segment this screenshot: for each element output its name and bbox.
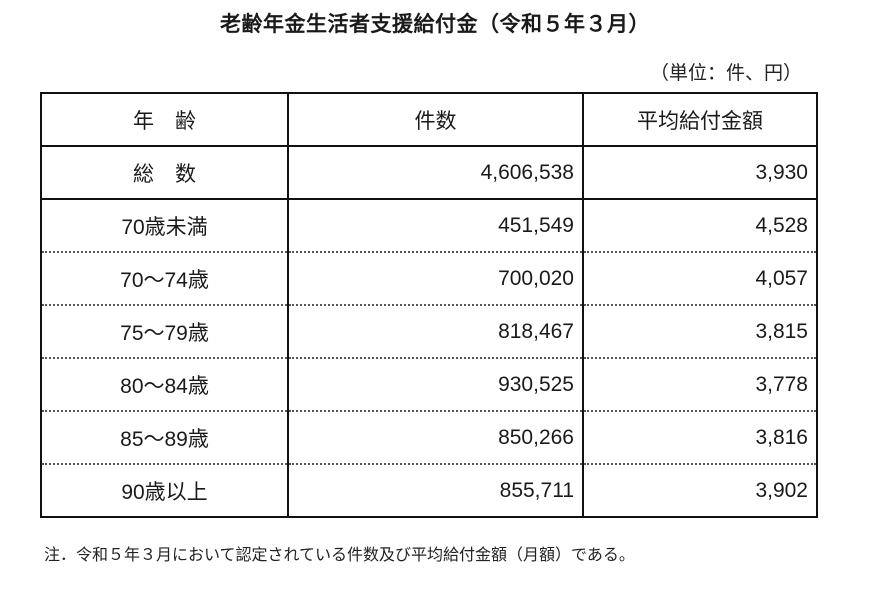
header-age: 年 齢 [40, 93, 289, 147]
row-amount: 3,815 [582, 305, 818, 359]
row-age: 80～84歳 [40, 358, 289, 412]
row-age: 90歳以上 [40, 464, 289, 517]
row-count: 850,266 [287, 411, 584, 465]
row-amount: 4,528 [582, 199, 818, 253]
table-header-row: 年 齢 件数 平均給付金額 [40, 93, 818, 147]
table-row: 90歳以上 855,711 3,902 [40, 464, 818, 517]
table-row-total: 総 数 4,606,538 3,930 [40, 146, 818, 200]
header-count: 件数 [287, 93, 584, 147]
header-average-amount: 平均給付金額 [582, 93, 818, 147]
table-row: 70歳未満 451,549 4,528 [40, 199, 818, 253]
row-amount: 4,057 [582, 252, 818, 306]
row-count: 930,525 [287, 358, 584, 412]
row-age: 70～74歳 [40, 252, 289, 306]
row-count: 4,606,538 [287, 146, 584, 200]
row-age: 総 数 [40, 146, 289, 200]
table-row: 80～84歳 930,525 3,778 [40, 358, 818, 412]
row-amount: 3,902 [582, 464, 818, 517]
row-count: 855,711 [287, 464, 584, 517]
row-amount: 3,816 [582, 411, 818, 465]
row-count: 451,549 [287, 199, 584, 253]
row-amount: 3,778 [582, 358, 818, 412]
row-amount: 3,930 [582, 146, 818, 200]
row-age: 85～89歳 [40, 411, 289, 465]
table-row: 75～79歳 818,467 3,815 [40, 305, 818, 359]
footnote: 注．令和５年３月において認定されている件数及び平均給付金額（月額）である。 [44, 545, 635, 564]
table-row: 85～89歳 850,266 3,816 [40, 411, 818, 465]
row-age: 75～79歳 [40, 305, 289, 359]
row-age: 70歳未満 [40, 199, 289, 253]
row-count: 700,020 [287, 252, 584, 306]
unit-label: （単位：件、円） [649, 62, 802, 84]
table-row: 70～74歳 700,020 4,057 [40, 252, 818, 306]
benefit-table: 年 齢 件数 平均給付金額 総 数 4,606,538 3,930 70歳未満 … [40, 92, 818, 518]
row-count: 818,467 [287, 305, 584, 359]
document-title: 老齢年金生活者支援給付金（令和５年３月） [220, 12, 650, 36]
